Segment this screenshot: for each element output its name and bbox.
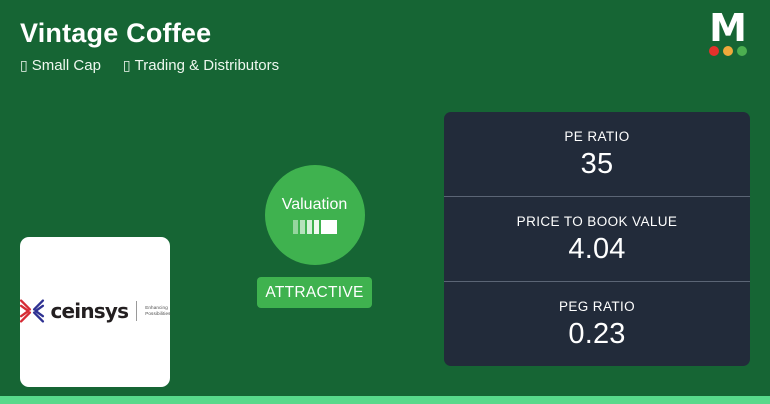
metric-value: 0.23: [568, 317, 626, 350]
metrics-panel: PE RATIO 35 PRICE TO BOOK VALUE 4.04 PEG…: [444, 112, 750, 366]
metric-price-to-book-value: PRICE TO BOOK VALUE 4.04: [444, 196, 750, 281]
brand-letter-m: M: [709, 6, 747, 50]
ceinsys-wordmark: ceinsys: [50, 299, 129, 323]
ceinsys-tagline: Enhancing Possibilities: [145, 305, 170, 317]
gauge-segment-5: [320, 219, 337, 234]
dot-green: [737, 46, 747, 56]
meta-item-market-cap: ▯ Small Cap: [20, 57, 101, 74]
valuation-gauge-icon: [292, 219, 337, 234]
status-badge: ATTRACTIVE: [257, 277, 372, 308]
gauge-segment-1: [292, 219, 298, 234]
valuation-widget: Valuation ATTRACTIVE: [257, 165, 372, 308]
page-title: Vintage Coffee: [20, 18, 212, 48]
market-cap-label: Small Cap: [31, 57, 101, 74]
metric-peg-ratio: PEG RATIO 0.23: [444, 281, 750, 366]
dot-red: [709, 46, 719, 56]
header: Vintage Coffee ▯ Small Cap ▯ Trading & D…: [0, 0, 770, 92]
logo-divider: [136, 301, 138, 321]
industry-label: Trading & Distributors: [134, 57, 280, 74]
valuation-label: Valuation: [281, 195, 348, 213]
industry-icon: ▯: [122, 57, 131, 74]
gauge-segment-3: [306, 219, 312, 234]
dot-amber: [723, 46, 733, 56]
bottom-accent-bar: [0, 396, 770, 404]
metric-pe-ratio: PE RATIO 35: [444, 112, 750, 196]
tagline-line-2: Possibilities: [145, 311, 171, 316]
company-meta: ▯ Small Cap ▯ Trading & Distributors: [20, 57, 279, 74]
gauge-segment-2: [299, 219, 305, 234]
metric-label: PRICE TO BOOK VALUE: [516, 213, 678, 229]
metric-value: 35: [580, 147, 614, 180]
metric-label: PEG RATIO: [558, 298, 636, 314]
tag-icon: ▯: [20, 57, 28, 74]
metric-label: PE RATIO: [564, 128, 630, 144]
ceinsys-logo: ceinsys Enhancing Possibilities: [19, 298, 170, 324]
brand-dots: [700, 46, 756, 56]
meta-item-industry: ▯ Trading & Distributors: [123, 57, 279, 74]
valuation-circle: Valuation: [264, 165, 365, 265]
brand-logo: M: [700, 6, 756, 58]
metric-value: 4.04: [568, 232, 626, 265]
tagline-line-1: Enhancing: [145, 305, 168, 310]
ceinsys-x-mark: [20, 299, 45, 323]
company-logo-card: ceinsys Enhancing Possibilities: [20, 237, 170, 387]
gauge-segment-4: [313, 219, 319, 234]
